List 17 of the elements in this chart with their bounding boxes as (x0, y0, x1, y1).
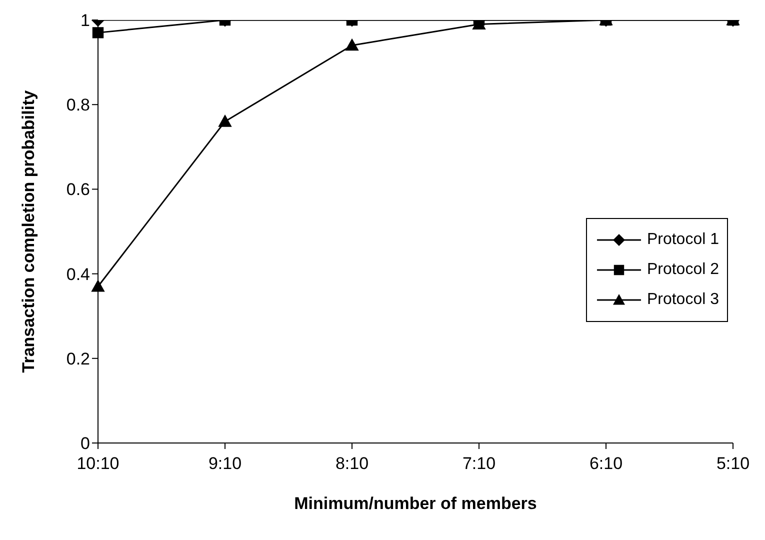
y-tick-label: 1 (80, 11, 90, 30)
y-tick-label: 0.4 (66, 264, 90, 284)
x-tick-label: 6:10 (589, 454, 623, 474)
legend-label: Protocol 3 (646, 291, 719, 309)
x-tick-label: 5:10 (716, 454, 750, 474)
legend-label: Protocol 2 (646, 261, 719, 279)
x-tick-label: 7:10 (462, 454, 496, 474)
x-tick-label: 8:10 (335, 454, 369, 474)
y-axis-title: Transaction completion probability (19, 90, 38, 373)
y-tick-label: 0.6 (66, 180, 90, 200)
x-tick-label: 10:10 (76, 454, 120, 474)
x-tick-label: 9:10 (208, 454, 242, 474)
legend-label: Protocol 1 (646, 231, 719, 249)
y-tick-label: 0.8 (66, 96, 90, 115)
x-axis-title: Minimum/number of members (294, 494, 537, 513)
y-tick-label: 0 (80, 434, 90, 454)
y-tick-label: 0.2 (66, 349, 90, 368)
